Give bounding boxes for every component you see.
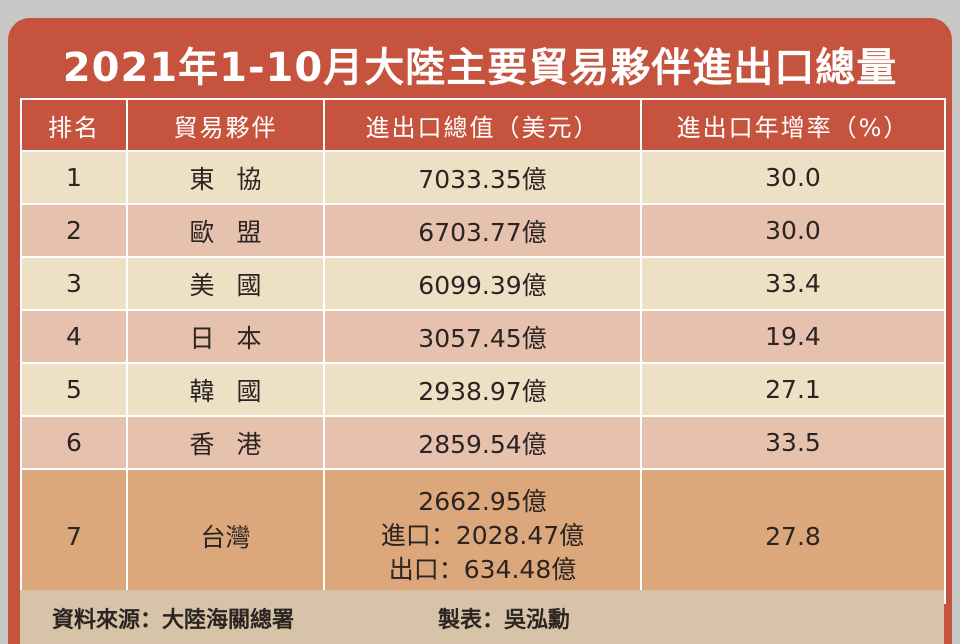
header-growth: 進出口年增率（%） xyxy=(640,98,946,152)
table-row: 7 台灣 2662.95億 進口：2028.47億 出口：634.48億 27.… xyxy=(20,468,946,604)
table-row: 1 東協 7033.35億 30.0 xyxy=(20,150,946,205)
header-rank: 排名 xyxy=(20,98,128,152)
total-cell: 6703.77億 xyxy=(323,203,642,258)
total-cell: 6099.39億 xyxy=(323,256,642,311)
table-header-row: 排名 貿易夥伴 進出口總值（美元） 進出口年增率（%） xyxy=(20,98,946,152)
growth-cell: 19.4 xyxy=(640,309,946,364)
source-note: 資料來源：大陸海關總署 xyxy=(52,608,295,633)
table-title: 2021年1-10月大陸主要貿易夥伴進出口總量 xyxy=(62,45,898,91)
footer: 資料來源：大陸海關總署 製表：吳泓勳 xyxy=(20,590,944,644)
partner-cell: 歐盟 xyxy=(126,203,325,258)
rank-cell: 1 xyxy=(20,150,128,205)
growth-cell: 30.0 xyxy=(640,203,946,258)
total-cell: 3057.45億 xyxy=(323,309,642,364)
growth-cell: 33.5 xyxy=(640,415,946,470)
rank-cell: 6 xyxy=(20,415,128,470)
partner-cell: 美國 xyxy=(126,256,325,311)
rank-cell: 7 xyxy=(20,468,128,604)
import-value: 進口：2028.47億 xyxy=(380,521,585,550)
partner-cell: 香港 xyxy=(126,415,325,470)
header-total: 進出口總值（美元） xyxy=(323,98,642,152)
total-cell: 7033.35億 xyxy=(323,150,642,205)
growth-cell: 33.4 xyxy=(640,256,946,311)
trade-partner-table: 排名 貿易夥伴 進出口總值（美元） 進出口年增率（%） 1 東協 7033.35… xyxy=(20,98,946,604)
growth-cell: 30.0 xyxy=(640,150,946,205)
table-row: 4 日本 3057.45億 19.4 xyxy=(20,309,946,364)
rank-cell: 3 xyxy=(20,256,128,311)
table-row: 2 歐盟 6703.77億 30.0 xyxy=(20,203,946,258)
rank-cell: 5 xyxy=(20,362,128,417)
total-cell: 2859.54億 xyxy=(323,415,642,470)
table-row: 5 韓國 2938.97億 27.1 xyxy=(20,362,946,417)
export-value: 出口：634.48億 xyxy=(388,555,577,584)
partner-cell: 韓國 xyxy=(126,362,325,417)
partner-cell: 日本 xyxy=(126,309,325,364)
total-cell: 2938.97億 xyxy=(323,362,642,417)
partner-cell: 東協 xyxy=(126,150,325,205)
partner-cell: 台灣 xyxy=(126,468,325,604)
total-value: 2662.95億 xyxy=(418,487,547,516)
total-cell: 2662.95億 進口：2028.47億 出口：634.48億 xyxy=(323,468,642,604)
rank-cell: 4 xyxy=(20,309,128,364)
growth-cell: 27.8 xyxy=(640,468,946,604)
table-row: 6 香港 2859.54億 33.5 xyxy=(20,415,946,470)
maker-note: 製表：吳泓勳 xyxy=(438,608,571,633)
table-row: 3 美國 6099.39億 33.4 xyxy=(20,256,946,311)
rank-cell: 2 xyxy=(20,203,128,258)
header-partner: 貿易夥伴 xyxy=(126,98,325,152)
growth-cell: 27.1 xyxy=(640,362,946,417)
